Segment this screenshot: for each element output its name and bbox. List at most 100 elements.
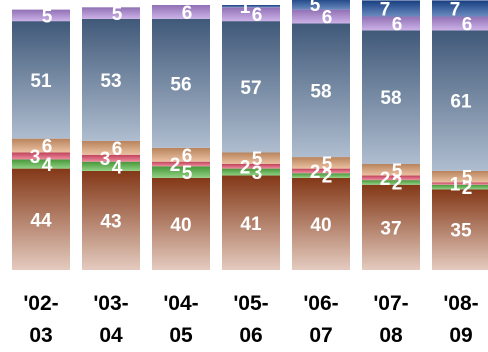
data-label: 6 (322, 8, 333, 29)
data-label: 5 (252, 149, 263, 170)
data-label: 6 (182, 146, 193, 167)
category-label: '08- (443, 292, 478, 315)
category-label: '04- (163, 292, 198, 315)
category-label: 05 (169, 324, 193, 347)
data-label: 5 (42, 6, 53, 27)
bar-segment (432, 184, 488, 190)
data-label: 2 (170, 155, 181, 176)
data-label: 6 (182, 3, 193, 24)
data-label: 2 (310, 162, 321, 183)
bar-segment (12, 168, 70, 270)
bar-segment (222, 21, 280, 153)
category-label: '06- (303, 292, 338, 315)
bar-segment (222, 5, 280, 8)
category-label: '02- (23, 292, 58, 315)
data-label: 58 (310, 81, 331, 102)
data-label: 37 (380, 218, 401, 239)
bar-segment (222, 175, 280, 270)
data-label: 6 (112, 139, 123, 160)
bar-segment (82, 161, 140, 171)
bar-segment (432, 170, 488, 183)
data-label: 35 (450, 221, 472, 242)
bar-segment (12, 152, 70, 160)
data-label: 51 (30, 71, 52, 92)
bar-segment (222, 168, 280, 176)
category-label: 09 (449, 324, 472, 347)
data-label: 4 (42, 155, 53, 176)
bar-segment (432, 0, 488, 17)
bar-segment (222, 152, 280, 164)
bar-segment (362, 184, 420, 270)
data-label: 7 (450, 0, 461, 20)
data-label: 44 (30, 210, 52, 231)
data-label: 5 (112, 4, 123, 25)
data-label: 2 (240, 157, 251, 178)
bar-segment (222, 164, 280, 169)
bar-segment (292, 173, 350, 178)
bar-segment (432, 189, 488, 270)
category-label: '03- (93, 292, 128, 315)
bar-segment (292, 157, 350, 169)
bar-segment (362, 16, 420, 31)
data-label: 5 (322, 154, 333, 175)
bar-segment (152, 18, 210, 148)
bar-segment (152, 166, 210, 178)
data-label: 6 (392, 14, 403, 35)
bar-segment (292, 23, 350, 158)
data-label: 2 (462, 178, 473, 199)
bar-segment (152, 161, 210, 167)
data-label: 56 (170, 74, 191, 95)
data-label: 5 (462, 168, 473, 189)
data-label: 1 (240, 0, 251, 18)
bars-layer (12, 0, 488, 270)
data-label: 7 (380, 0, 391, 20)
bar-segment (12, 138, 70, 153)
data-label: 41 (240, 214, 262, 235)
data-label: 40 (310, 215, 331, 236)
bar-segment (362, 164, 420, 176)
category-label: 04 (99, 324, 123, 347)
data-label: 61 (450, 92, 472, 113)
data-label: 6 (252, 5, 263, 26)
data-label: 4 (112, 157, 123, 178)
data-label: 5 (310, 0, 321, 16)
data-label: 57 (240, 78, 261, 99)
data-label: 3 (30, 147, 41, 168)
bar-segment (82, 154, 140, 162)
category-label: 07 (309, 324, 332, 347)
data-label: 1 (450, 175, 461, 196)
data-label: 43 (100, 211, 121, 232)
bar-segment (222, 7, 280, 22)
bar-segment (362, 175, 420, 181)
bar-segment (152, 147, 210, 162)
data-label: 6 (462, 14, 473, 35)
data-label: 5 (392, 161, 403, 182)
data-label: 53 (100, 71, 121, 92)
data-label: 40 (170, 215, 191, 236)
data-label: 58 (380, 88, 401, 109)
bar-segment (152, 5, 210, 19)
bar-segment (12, 9, 70, 22)
data-label: 2 (392, 173, 403, 194)
bar-segment (362, 0, 420, 17)
category-label: '07- (373, 292, 408, 315)
category-label: 06 (239, 324, 262, 347)
bar-segment (362, 180, 420, 185)
bar-segment (432, 30, 488, 171)
bar-segment (292, 177, 350, 270)
data-label: 6 (42, 137, 53, 158)
bar-segment (292, 168, 350, 174)
data-label: 3 (252, 163, 263, 184)
data-label: 2 (380, 169, 391, 190)
data-label: 3 (100, 149, 111, 170)
bar-segment (12, 159, 70, 169)
category-label: '05- (233, 292, 268, 315)
data-label: 2 (322, 167, 333, 188)
bar-segment (432, 182, 488, 185)
bar-segment (12, 21, 70, 139)
category-labels-layer: '02- 03 '03- 04 '04- 05 '05- 06 '06- 07 '07- 08 '08-… (23, 292, 478, 347)
bar-segment (82, 18, 140, 141)
bar-segment (362, 30, 420, 165)
bar-segment (292, 0, 350, 10)
